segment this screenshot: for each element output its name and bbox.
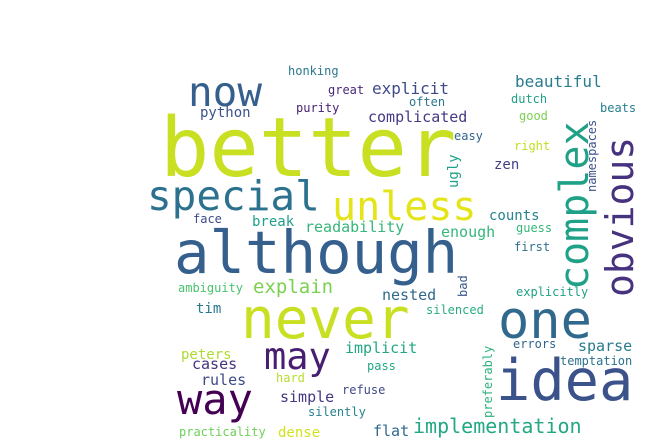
word-beats: beats: [600, 101, 637, 115]
word-often: often: [409, 95, 446, 109]
word-explain: explain: [253, 276, 334, 298]
word-tim: tim: [196, 301, 222, 317]
word-hard: hard: [276, 371, 305, 385]
word-purity: purity: [296, 101, 340, 115]
word-namespaces: namespaces: [585, 119, 599, 192]
word-temptation: temptation: [560, 354, 633, 368]
word-zen: zen: [494, 157, 520, 173]
word-good: good: [519, 109, 548, 123]
word-break: break: [252, 214, 295, 230]
word-first: first: [514, 240, 551, 254]
word-ugly: ugly: [446, 154, 462, 188]
word-ambiguity: ambiguity: [178, 281, 244, 295]
word-honking: honking: [288, 64, 339, 78]
word-peters: peters: [181, 347, 232, 363]
word-beautiful: beautiful: [515, 72, 602, 91]
word-way: way: [177, 375, 253, 424]
word-right: right: [514, 139, 551, 153]
word-pass: pass: [367, 359, 396, 373]
word-silenced: silenced: [426, 303, 484, 317]
word-errors: errors: [513, 337, 557, 351]
word-flat: flat: [373, 422, 410, 440]
word-implementation: implementation: [413, 414, 582, 438]
word-face: face: [193, 212, 222, 226]
word-sparse: sparse: [578, 337, 633, 355]
word-refuse: refuse: [342, 383, 386, 397]
word-explicit: explicit: [372, 79, 450, 98]
word-better: better: [160, 101, 457, 196]
word-unless: unless: [332, 184, 477, 230]
word-although: although: [174, 218, 459, 287]
word-one: one: [498, 291, 592, 351]
word-readability: readability: [305, 218, 405, 236]
word-practicality: practicality: [179, 425, 266, 439]
word-now: now: [188, 68, 263, 116]
word-python: python: [200, 105, 251, 121]
word-nested: nested: [382, 286, 437, 304]
word-complicated: complicated: [368, 108, 468, 126]
word-guess: guess: [516, 221, 553, 235]
word-counts: counts: [489, 208, 540, 224]
word-rules: rules: [201, 371, 247, 389]
word-silently: silently: [308, 405, 366, 419]
word-may: may: [264, 335, 331, 378]
word-implicit: implicit: [345, 339, 418, 357]
word-obvious: obvious: [598, 136, 642, 297]
word-dutch: dutch: [511, 92, 548, 106]
word-cases: cases: [192, 355, 238, 373]
word-idea: idea: [496, 348, 634, 414]
word-preferably: preferably: [481, 345, 495, 418]
word-dense: dense: [278, 425, 321, 441]
word-simple: simple: [280, 388, 335, 406]
word-easy: easy: [454, 129, 483, 143]
word-enough: enough: [441, 223, 496, 241]
word-special: special: [147, 172, 320, 220]
word-great: great: [328, 83, 365, 97]
word-bad: bad: [456, 275, 470, 297]
word-never: never: [241, 287, 410, 352]
word-explicitly: explicitly: [516, 285, 589, 299]
